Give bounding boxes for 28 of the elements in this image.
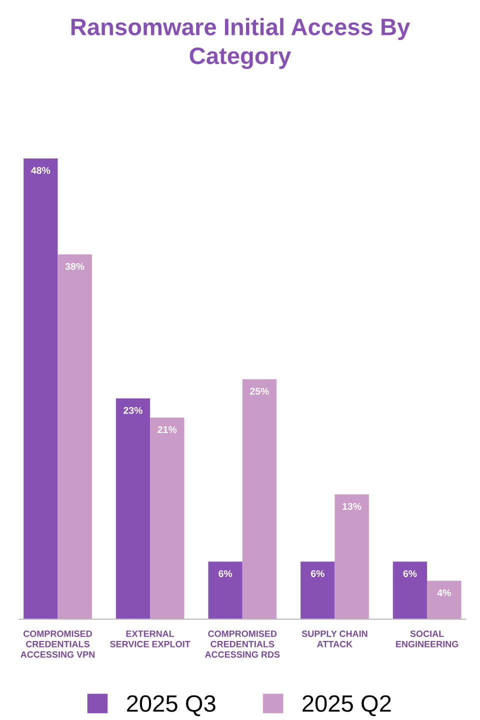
data-label: 48% bbox=[31, 166, 50, 174]
bar bbox=[392, 562, 428, 620]
bar bbox=[116, 398, 150, 620]
legend-label: 2025 Q3 bbox=[127, 695, 216, 716]
bar bbox=[208, 562, 242, 620]
data-label: 25% bbox=[250, 388, 269, 395]
data-label: 23% bbox=[124, 406, 142, 414]
x-tick-label: COMPROMISED CREDENTIALS ACCESSING RDS bbox=[205, 630, 280, 658]
data-label: 6% bbox=[403, 570, 417, 578]
data-label: 6% bbox=[310, 570, 324, 578]
x-tick-label: SOCIAL ENGINEERING bbox=[396, 630, 458, 648]
bar bbox=[58, 254, 92, 620]
x-tick-label: SUPPLY CHAIN ATTACK bbox=[302, 630, 368, 648]
bar bbox=[427, 580, 462, 620]
legend-label: 2025 Q2 bbox=[302, 695, 391, 716]
bar bbox=[242, 379, 277, 620]
bar bbox=[300, 562, 335, 620]
data-label: 21% bbox=[158, 426, 177, 434]
x-tick-label: COMPROMISED CREDENTIALS ACCESSING VPN bbox=[20, 630, 94, 658]
data-label: 6% bbox=[218, 570, 232, 578]
x-tick-label: EXTERNAL SERVICE EXPLOIT bbox=[110, 630, 190, 648]
data-label: 38% bbox=[65, 262, 84, 270]
chart-title: Ransomware Initial Access By Category bbox=[71, 18, 410, 69]
data-label: 4% bbox=[437, 589, 451, 596]
bar bbox=[334, 494, 369, 620]
data-label: 13% bbox=[342, 502, 362, 510]
bar bbox=[150, 418, 184, 620]
bar bbox=[24, 158, 58, 620]
